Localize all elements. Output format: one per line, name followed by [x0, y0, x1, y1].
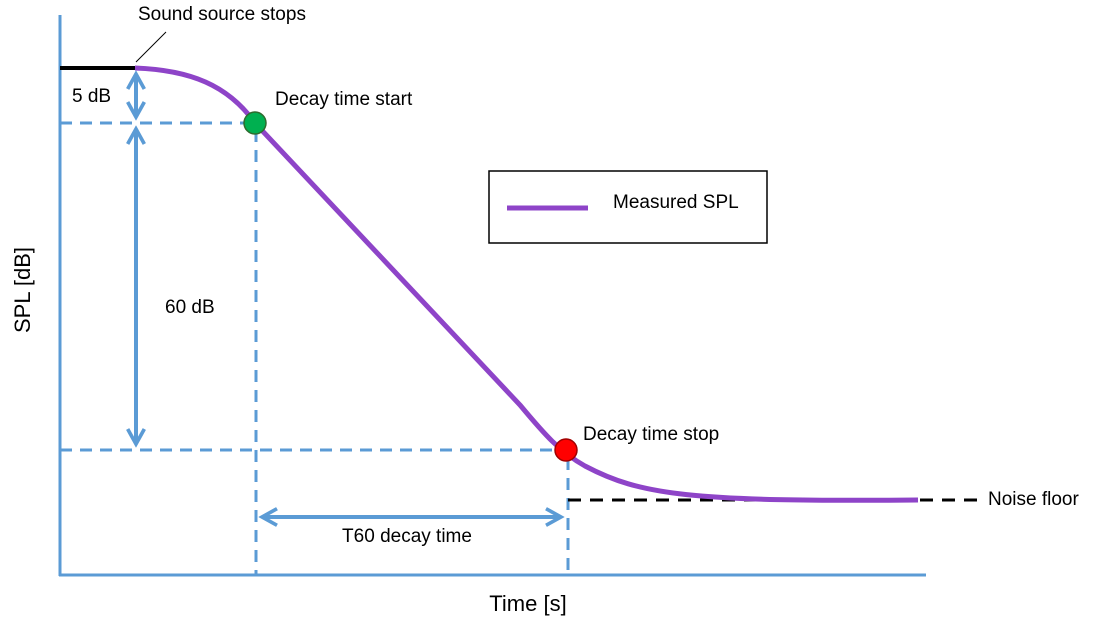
x-axis-label: Time [s]	[489, 591, 566, 616]
annotation: Noise floor	[988, 489, 1079, 510]
decay-start-marker	[243, 111, 267, 135]
leader-line	[135, 31, 167, 63]
legend-label: Measured SPL	[613, 192, 739, 213]
annotation: 60 dB	[165, 297, 215, 318]
annotation: Sound source stops	[138, 4, 306, 25]
decay-stop-marker	[554, 438, 578, 462]
annotation: Decay time stop	[583, 424, 719, 445]
annotation: 5 dB	[72, 86, 111, 107]
annotation: Decay time start	[275, 89, 413, 110]
y-axis-label: SPL [dB]	[10, 247, 35, 333]
annotation: T60 decay time	[342, 526, 472, 547]
